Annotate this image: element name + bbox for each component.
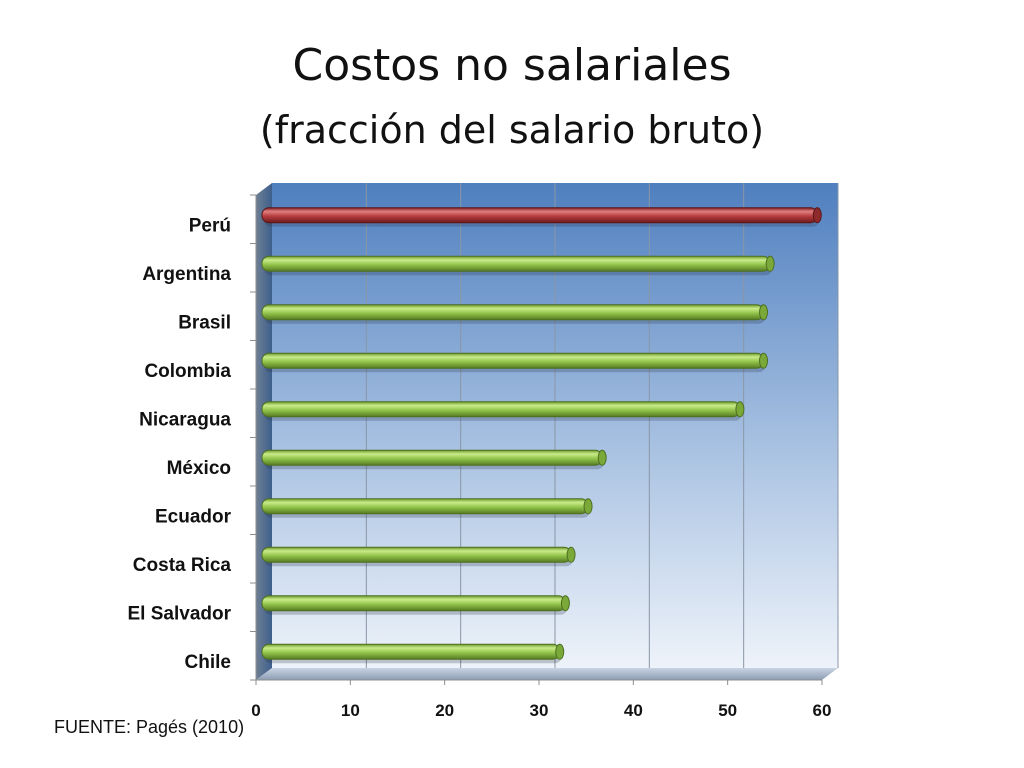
bar-cap xyxy=(765,255,775,272)
bar xyxy=(261,255,771,272)
x-tick-label: 60 xyxy=(813,701,832,720)
bar-cap xyxy=(759,304,769,321)
bar-cap xyxy=(812,207,822,224)
category-label: Costa Rica xyxy=(133,555,232,576)
bar xyxy=(261,401,741,418)
category-label: Perú xyxy=(189,215,231,236)
category-label: Argentina xyxy=(142,264,231,285)
bar-cap xyxy=(555,643,565,660)
category-label: Colombia xyxy=(144,361,231,382)
bar-cap xyxy=(566,546,576,563)
slide-subtitle: (fracción del salario bruto) xyxy=(259,108,765,152)
source-note: FUENTE: Pagés (2010) xyxy=(54,717,245,737)
category-label: México xyxy=(167,458,231,479)
bar-cap xyxy=(583,498,593,515)
bar xyxy=(261,643,561,660)
bar xyxy=(261,352,765,369)
bar-cap xyxy=(759,352,769,369)
category-label: El Salvador xyxy=(128,603,232,624)
bar xyxy=(261,595,566,612)
x-tick-label: 40 xyxy=(624,701,643,720)
x-tick-label: 50 xyxy=(718,701,737,720)
bar xyxy=(261,546,572,563)
x-tick-label: 10 xyxy=(341,701,360,720)
x-tick-label: 30 xyxy=(530,701,549,720)
bar xyxy=(261,498,589,515)
bar xyxy=(261,449,603,466)
bar-cap xyxy=(560,595,570,612)
bar-highlight xyxy=(261,207,818,224)
bar-cap xyxy=(597,449,607,466)
category-label: Nicaragua xyxy=(139,409,231,430)
slide-title: Costos no salariales xyxy=(292,40,732,91)
category-label: Ecuador xyxy=(155,506,232,527)
bar-cap xyxy=(735,401,745,418)
x-tick-label: 0 xyxy=(251,701,260,720)
plot-floor xyxy=(256,668,838,680)
bar xyxy=(261,304,765,321)
category-label: Chile xyxy=(185,652,231,673)
x-tick-label: 20 xyxy=(435,701,454,720)
category-label: Brasil xyxy=(178,312,231,333)
